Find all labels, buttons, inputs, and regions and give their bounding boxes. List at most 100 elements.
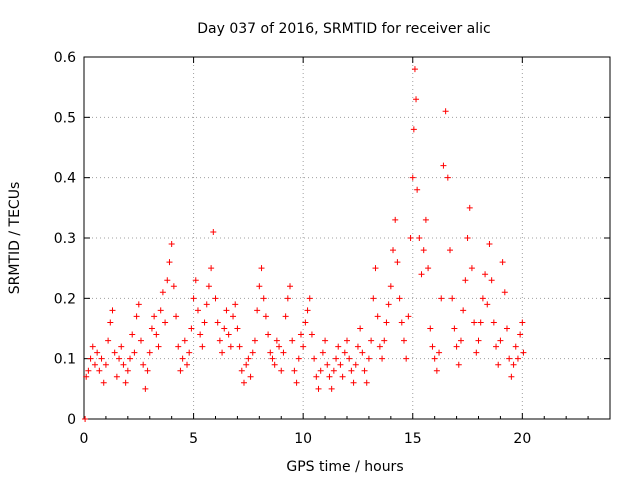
- data-point: [124, 367, 131, 374]
- data-point: [429, 343, 436, 350]
- data-point: [468, 265, 475, 272]
- data-point: [146, 349, 153, 356]
- data-point: [457, 337, 464, 344]
- data-point: [517, 331, 524, 338]
- data-point: [387, 283, 394, 290]
- data-point: [260, 295, 267, 302]
- y-tick-label: 0.6: [54, 50, 76, 66]
- data-point: [324, 361, 331, 368]
- data-point: [363, 379, 370, 386]
- data-point: [370, 295, 377, 302]
- data-point: [197, 331, 204, 338]
- data-point: [473, 349, 480, 356]
- data-point: [361, 367, 368, 374]
- data-point: [466, 204, 473, 211]
- y-axis-label: SRMTID / TECUs: [7, 182, 23, 295]
- data-point: [186, 349, 193, 356]
- data-point: [372, 265, 379, 272]
- data-point: [374, 313, 381, 320]
- data-point: [471, 319, 478, 326]
- data-point: [129, 331, 136, 338]
- data-point: [396, 295, 403, 302]
- data-point: [254, 307, 261, 314]
- data-point: [462, 277, 469, 284]
- data-point: [240, 379, 247, 386]
- data-point: [232, 301, 239, 308]
- data-point: [379, 355, 386, 362]
- data-point: [442, 108, 449, 115]
- chart-title: Day 037 of 2016, SRMTID for receiver ali…: [197, 21, 490, 37]
- data-point: [501, 289, 508, 296]
- data-point: [140, 361, 147, 368]
- data-point: [392, 216, 399, 223]
- data-point: [464, 235, 471, 241]
- data-point: [477, 319, 484, 326]
- data-point: [205, 283, 212, 290]
- data-point: [385, 301, 392, 308]
- data-point: [243, 361, 250, 368]
- data-point: [333, 355, 340, 362]
- data-point: [433, 367, 440, 374]
- data-point: [258, 265, 265, 272]
- data-point: [210, 228, 217, 235]
- data-point: [216, 337, 223, 344]
- data-point: [413, 96, 420, 103]
- data-point: [416, 235, 423, 241]
- data-point: [484, 301, 491, 308]
- data-point: [405, 313, 412, 320]
- data-point: [168, 241, 175, 248]
- data-point: [403, 355, 410, 362]
- data-point: [427, 325, 434, 332]
- data-point: [94, 349, 101, 356]
- data-point: [192, 277, 199, 284]
- data-point: [249, 349, 256, 356]
- data-point: [304, 307, 311, 314]
- data-point: [311, 355, 318, 362]
- data-point: [111, 349, 118, 356]
- data-point: [335, 343, 342, 350]
- data-point: [116, 355, 123, 362]
- data-point: [302, 319, 309, 326]
- data-point: [89, 343, 96, 350]
- data-point: [346, 355, 353, 362]
- data-point: [383, 319, 390, 326]
- data-point: [278, 367, 285, 374]
- data-point: [91, 361, 98, 368]
- data-point: [159, 289, 166, 296]
- data-point: [300, 343, 307, 350]
- data-point: [499, 259, 506, 266]
- data-point: [520, 349, 527, 356]
- x-tick-label: 5: [189, 431, 198, 447]
- data-point: [352, 361, 359, 368]
- data-point: [291, 367, 298, 374]
- x-tick-label: 20: [513, 431, 531, 447]
- data-point: [488, 277, 495, 284]
- data-point: [394, 259, 401, 266]
- data-point: [493, 343, 500, 350]
- data-point: [495, 361, 502, 368]
- data-point: [87, 355, 94, 362]
- data-point: [341, 349, 348, 356]
- data-point: [319, 349, 326, 356]
- data-point: [297, 331, 304, 338]
- data-point: [267, 349, 274, 356]
- data-point: [280, 349, 287, 356]
- data-point: [151, 313, 158, 320]
- data-point: [148, 325, 155, 332]
- data-point: [155, 343, 162, 350]
- data-point: [223, 307, 230, 314]
- x-tick-label: 0: [80, 431, 89, 447]
- data-point: [337, 361, 344, 368]
- data-point: [276, 343, 283, 350]
- data-point: [444, 174, 451, 181]
- data-point: [400, 337, 407, 344]
- data-point: [390, 247, 397, 254]
- data-point: [247, 373, 254, 380]
- data-point: [269, 355, 276, 362]
- data-point: [227, 343, 234, 350]
- data-point: [181, 337, 188, 344]
- data-point: [225, 331, 232, 338]
- data-point: [96, 367, 103, 374]
- data-point: [486, 241, 493, 248]
